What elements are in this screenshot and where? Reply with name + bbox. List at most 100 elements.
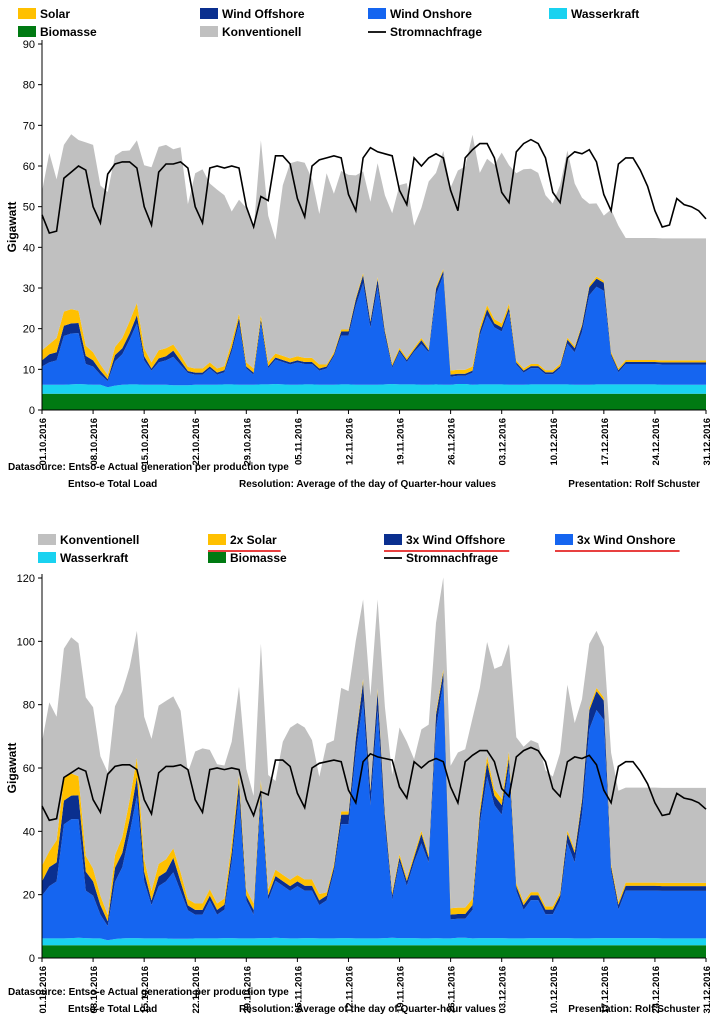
y-tick-label: 60 <box>23 161 35 173</box>
y-tick-label: 100 <box>17 636 35 648</box>
legend-item-solar: Solar <box>18 7 70 21</box>
x-tick-label: 10.12.2016 <box>549 966 560 1014</box>
legend-item-windoffshore: 3x Wind Offshore <box>384 533 510 552</box>
area-biomasse <box>42 945 706 958</box>
legend-label: 2x Solar <box>230 533 277 547</box>
footer-presentation: Presentation: Rolf Schuster <box>568 1004 700 1015</box>
area-biomasse <box>42 393 706 410</box>
legend-item-windonshore: 3x Wind Onshore <box>555 533 680 552</box>
x-tick-label: 24.12.2016 <box>651 418 662 466</box>
x-tick-label: 17.12.2016 <box>600 966 611 1014</box>
x-tick-label: 03.12.2016 <box>498 418 509 466</box>
y-tick-label: 80 <box>23 80 35 92</box>
legend-item-stromnachfrage: Stromnachfrage <box>368 25 482 39</box>
legend-swatch <box>18 26 36 37</box>
legend-swatch <box>208 552 226 563</box>
legend-item-windonshore: Wind Onshore <box>368 7 472 21</box>
y-tick-label: 70 <box>23 120 35 132</box>
x-tick-label: 31.12.2016 <box>702 418 713 466</box>
legend-item-konventionell: Konventionell <box>38 533 139 547</box>
y-tick-label: 10 <box>23 364 35 376</box>
x-tick-label: 19.11.2016 <box>396 966 407 1013</box>
footer-datasource: Datasource: Entso-e Actual generation pe… <box>8 987 289 998</box>
y-tick-label: 20 <box>23 324 35 336</box>
footer-presentation: Presentation: Rolf Schuster <box>568 479 700 490</box>
chart-top: 0 10 20 30 40 50 60 70 80 90 01.10.2016 08.10.2016 1… <box>5 7 713 490</box>
x-tick-label: 01.10.2016 <box>38 418 49 466</box>
y-tick-label: 120 <box>17 573 35 585</box>
x-tick-label: 08.10.2016 <box>89 418 100 466</box>
x-tick-label: 03.12.2016 <box>498 966 509 1014</box>
legend-item-biomasse: Biomasse <box>18 25 97 39</box>
legend-swatch <box>38 534 56 545</box>
area-konventionell <box>42 577 706 915</box>
legend-item-solar: 2x Solar <box>208 533 281 552</box>
y-tick-label: 40 <box>23 242 35 254</box>
x-tick-label: 17.12.2016 <box>600 418 611 466</box>
legend-label: Stromnachfrage <box>390 25 482 39</box>
x-tick-label: 26.11.2016 <box>447 418 458 465</box>
y-axis-label: Gigawatt <box>5 202 19 253</box>
area-windonshore <box>42 275 706 388</box>
legend-swatch <box>200 8 218 19</box>
legend-swatch <box>549 8 567 19</box>
legend-label: Konventionell <box>222 25 301 39</box>
area-wasserkraft <box>42 384 706 394</box>
legend-item-stromnachfrage: Stromnachfrage <box>384 551 498 565</box>
x-tick-label: 12.11.2016 <box>344 966 355 1013</box>
legend-swatch <box>38 552 56 563</box>
y-tick-label: 0 <box>29 405 35 417</box>
legend-swatch <box>18 8 36 19</box>
legend-label: Wind Onshore <box>390 7 472 21</box>
legend-label: Solar <box>40 7 70 21</box>
x-tick-label: 08.10.2016 <box>89 966 100 1014</box>
legend-label: Wasserkraft <box>60 551 128 565</box>
footer-resolution: Resolution: Average of the day of Quarte… <box>239 479 497 490</box>
legend-item-wasserkraft: Wasserkraft <box>38 551 128 565</box>
y-tick-label: 40 <box>23 826 35 838</box>
area-wasserkraft <box>42 937 706 946</box>
x-tick-label: 19.11.2016 <box>396 418 407 465</box>
x-tick-label: 22.10.2016 <box>191 966 202 1014</box>
legend-item-wasserkraft: Wasserkraft <box>549 7 639 21</box>
legend-label: 3x Wind Onshore <box>577 533 676 547</box>
legend-label: Wasserkraft <box>571 7 639 21</box>
footer-datasource: Datasource: Entso-e Actual generation pe… <box>8 462 289 473</box>
line-stromnachfrage <box>41 138 707 235</box>
y-axis-label: Gigawatt <box>5 743 19 794</box>
y-tick-label: 80 <box>23 700 35 712</box>
x-tick-label: 31.12.2016 <box>702 966 713 1014</box>
y-tick-label: 30 <box>23 283 35 295</box>
x-tick-label: 05.11.2016 <box>293 418 304 465</box>
legend-label: Biomasse <box>230 551 287 565</box>
y-tick-label: 90 <box>23 39 35 51</box>
x-tick-label: 29.10.2016 <box>242 418 253 466</box>
legend-label: 3x Wind Offshore <box>406 533 506 547</box>
legend-label: Biomasse <box>40 25 97 39</box>
x-tick-label: 12.11.2016 <box>344 418 355 465</box>
area-windonshore <box>42 681 706 941</box>
legend-label: Konventionell <box>60 533 139 547</box>
x-tick-label: 22.10.2016 <box>191 418 202 466</box>
legend-swatch <box>208 534 226 545</box>
legend-swatch <box>200 26 218 37</box>
legend-swatch <box>384 534 402 545</box>
y-tick-label: 20 <box>23 890 35 902</box>
x-tick-label: 26.11.2016 <box>447 966 458 1013</box>
footer-resolution: Resolution: Average of the day of Quarte… <box>239 1004 497 1015</box>
footer-total-load: Entso-e Total Load <box>68 479 157 490</box>
y-tick-label: 0 <box>29 953 35 965</box>
legend-swatch <box>555 534 573 545</box>
y-tick-label: 60 <box>23 763 35 775</box>
legend-label: Stromnachfrage <box>406 551 498 565</box>
x-tick-label: 10.12.2016 <box>549 418 560 466</box>
x-tick-label: 01.10.2016 <box>38 966 49 1014</box>
x-tick-label: 15.10.2016 <box>140 966 151 1014</box>
legend-label: Wind Offshore <box>222 7 305 21</box>
x-tick-label: 15.10.2016 <box>140 418 151 466</box>
legend-item-biomasse: Biomasse <box>208 551 287 565</box>
x-tick-label: 05.11.2016 <box>293 966 304 1013</box>
x-tick-label: 24.12.2016 <box>651 966 662 1014</box>
chart-bottom: 0 20 40 60 80 100 120 01.10.2016 08.10.2016 15.10… <box>5 533 713 1015</box>
legend-swatch <box>368 8 386 19</box>
